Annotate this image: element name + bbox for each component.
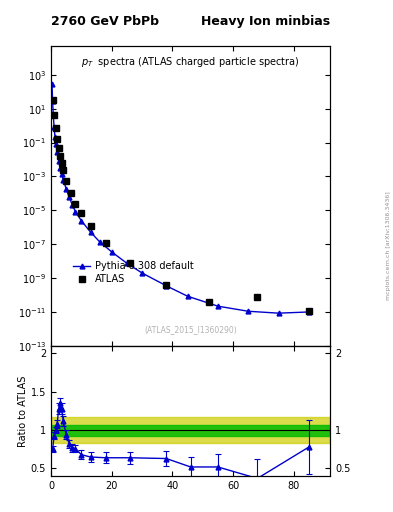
ATLAS <box>58 153 62 159</box>
Pythia 8.308 default <box>88 229 93 235</box>
Text: (ATLAS_2015_I1360290): (ATLAS_2015_I1360290) <box>144 325 237 334</box>
Pythia 8.308 default <box>109 249 114 255</box>
Pythia 8.308 default <box>53 134 57 140</box>
Y-axis label: Ratio to ATLAS: Ratio to ATLAS <box>18 375 28 446</box>
Pythia 8.308 default <box>59 171 64 177</box>
Text: 2760 GeV PbPb: 2760 GeV PbPb <box>51 15 159 28</box>
ATLAS <box>56 144 61 151</box>
Pythia 8.308 default <box>58 165 62 171</box>
Pythia 8.308 default <box>246 308 251 314</box>
ATLAS <box>52 112 57 118</box>
Pythia 8.308 default <box>52 124 57 131</box>
Pythia 8.308 default <box>67 195 72 201</box>
Pythia 8.308 default <box>61 177 66 183</box>
Text: $p_T$  spectra (ATLAS charged particle spectra): $p_T$ spectra (ATLAS charged particle sp… <box>81 55 300 69</box>
ATLAS <box>307 308 311 314</box>
ATLAS <box>50 96 55 102</box>
Pythia 8.308 default <box>50 98 55 104</box>
Pythia 8.308 default <box>140 270 145 276</box>
Pythia 8.308 default <box>70 202 75 208</box>
Pythia 8.308 default <box>215 303 220 309</box>
ATLAS <box>88 223 93 229</box>
Pythia 8.308 default <box>276 310 281 316</box>
ATLAS <box>206 298 211 305</box>
ATLAS <box>59 160 64 166</box>
Pythia 8.308 default <box>307 309 311 315</box>
Pythia 8.308 default <box>125 260 129 266</box>
Pythia 8.308 default <box>50 81 54 87</box>
Pythia 8.308 default <box>164 283 169 289</box>
ATLAS <box>73 201 78 207</box>
ATLAS <box>79 210 84 216</box>
Pythia 8.308 default <box>64 186 69 192</box>
ATLAS <box>68 190 73 197</box>
Pythia 8.308 default <box>56 158 61 164</box>
Pythia 8.308 default <box>97 239 102 245</box>
Pythia 8.308 default <box>53 141 58 147</box>
Line: ATLAS: ATLAS <box>50 96 312 314</box>
Pythia 8.308 default <box>79 218 84 224</box>
Pythia 8.308 default <box>73 208 78 215</box>
Pythia 8.308 default <box>185 293 190 300</box>
Pythia 8.308 default <box>55 149 59 155</box>
ATLAS <box>64 178 69 184</box>
ATLAS <box>164 282 169 288</box>
Pythia 8.308 default <box>51 111 55 117</box>
Text: mcplots.cern.ch [arXiv:1306.3436]: mcplots.cern.ch [arXiv:1306.3436] <box>386 191 391 300</box>
Text: Heavy Ion minbias: Heavy Ion minbias <box>201 15 330 28</box>
ATLAS <box>255 293 260 300</box>
ATLAS <box>61 167 66 173</box>
ATLAS <box>128 260 132 266</box>
Legend: Pythia 8.308 default, ATLAS: Pythia 8.308 default, ATLAS <box>70 258 197 287</box>
ATLAS <box>103 240 108 246</box>
Line: Pythia 8.308 default: Pythia 8.308 default <box>50 82 311 315</box>
ATLAS <box>55 136 59 142</box>
ATLAS <box>53 125 58 131</box>
